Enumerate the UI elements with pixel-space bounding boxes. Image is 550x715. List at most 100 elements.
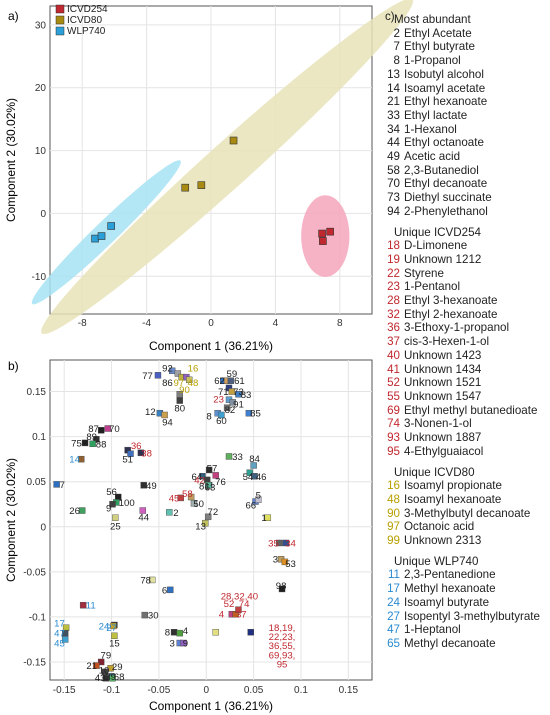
group-title: Most abundant	[394, 13, 471, 26]
compound-number: 99	[387, 534, 400, 548]
y-tick-label: 0	[40, 209, 46, 220]
point-label-78: 78	[140, 575, 151, 586]
point-44	[139, 507, 147, 514]
point-label-54: 54	[243, 472, 254, 483]
point-83	[235, 391, 242, 398]
point-91	[229, 399, 236, 406]
point-51	[127, 450, 134, 457]
confidence-ellipse-wlp740	[31, 160, 181, 305]
point-14	[78, 455, 85, 463]
compound-row: 11 2,3-Pentanedione	[380, 568, 548, 582]
point-label-45: 45	[54, 639, 65, 650]
compound-name: Ethyl methyl butanedioate	[404, 403, 538, 417]
point-label-48: 48	[188, 378, 199, 389]
compound-number: 69	[387, 403, 400, 417]
point-label-4: 4	[219, 610, 225, 621]
y-tick-label: 0	[40, 522, 46, 533]
annotation-label: 28,32,40	[221, 592, 258, 603]
point-label-75: 75	[71, 438, 82, 449]
compound-row: 37 cis-3-Hexen-1-ol	[380, 335, 548, 349]
point-label-97: 97	[173, 378, 184, 389]
group-title: Unique ICVD80	[394, 465, 475, 479]
point-label-66: 66	[245, 501, 256, 512]
point-label-39: 39	[105, 672, 116, 683]
compound-number: 90	[387, 506, 400, 520]
compound-name: Ethyl butyrate	[404, 40, 475, 54]
panel-a-tick-labels: -8 -4 0 4 8 -10 0 10 20 30	[32, 20, 343, 329]
compound-number: 65	[387, 636, 400, 650]
compound-row: 69 Ethyl methyl butanedioate	[380, 404, 548, 418]
point-wlp740	[91, 234, 99, 243]
compound-name: Unknown 1887	[404, 431, 482, 445]
compound-name: 2-Phenylethanol	[404, 204, 488, 218]
point-13	[202, 519, 209, 527]
point-82	[223, 404, 231, 411]
compound-name: 2,3-Pentanedione	[404, 568, 496, 582]
point-label-25: 25	[110, 521, 121, 532]
compound-number: 17	[387, 582, 400, 596]
point-72	[204, 513, 212, 521]
compound-name: Isoamyl hexanoate	[404, 492, 502, 506]
y-tick-label: 0.15	[27, 387, 47, 398]
point-label-74: 74	[239, 599, 250, 610]
compound-row: 14 Isoamyl acetate	[380, 82, 548, 96]
point-label-71: 71	[218, 387, 229, 398]
point-35	[275, 539, 283, 547]
legend-label-icvd80: ICVD80	[67, 15, 102, 26]
compound-name: D-Limonene	[404, 239, 468, 253]
x-tick-label: -0.15	[53, 685, 76, 696]
point-50	[190, 500, 198, 507]
panel-a-label: a)	[8, 9, 19, 23]
compound-number: 41	[387, 362, 400, 376]
compound-row: 22 Styrene	[380, 267, 548, 281]
point-4	[176, 629, 183, 637]
point-6	[167, 586, 174, 594]
compound-row: 58 2,3-Butanediol	[380, 164, 548, 178]
x-tick-label: -8	[78, 318, 87, 329]
point-21	[93, 662, 100, 669]
compound-number: 93	[387, 431, 400, 445]
compound-name: 3-Ethoxy-1-propanol	[404, 321, 510, 335]
point-label-90: 90	[179, 385, 190, 396]
compound-number: 27	[387, 609, 400, 623]
compound-number: 16	[387, 479, 400, 493]
point-47	[61, 629, 69, 637]
compound-row: 23 1-Pentanol	[380, 280, 548, 294]
compound-number: 70	[387, 177, 400, 191]
compound-row: 17 Methyl hexanoate	[380, 582, 548, 596]
compound-number: 49	[387, 150, 400, 164]
compound-row: 73 Diethyl succinate	[380, 191, 548, 205]
compound-name: 3-Methylbutyl decanoate	[404, 506, 531, 520]
compound-number: 73	[387, 191, 400, 205]
point-label-21: 21	[86, 661, 97, 672]
compound-row: 49 Acetic acid	[380, 150, 548, 164]
point-label-84: 84	[249, 454, 260, 465]
point-label-79: 79	[101, 650, 112, 661]
point-30	[141, 611, 148, 619]
point-label-27: 27	[106, 623, 117, 634]
point-label-87: 87	[88, 424, 99, 435]
legend-swatch-icvd80	[55, 15, 65, 25]
point-54	[246, 469, 254, 476]
compound-name: Ethyl Acetate	[404, 26, 472, 40]
point-label-58: 58	[182, 489, 193, 500]
point-89	[93, 436, 100, 443]
y-tick-label: -0.15	[23, 657, 46, 668]
point-label-77: 77	[142, 371, 153, 382]
compound-number: 23	[387, 280, 400, 294]
panel-c-label: c)	[385, 10, 395, 23]
compound-number: 55	[387, 389, 400, 403]
point-77	[154, 372, 162, 379]
compound-name: Unknown 1212	[404, 252, 482, 266]
point-label-43: 43	[95, 673, 106, 684]
compound-row: 70 Ethyl decanoate	[380, 177, 548, 191]
compound-row: 8 1-Propanol	[380, 54, 548, 68]
point-label-11: 11	[86, 601, 96, 612]
legend-label-icvd254: ICVD254	[67, 4, 108, 15]
compound-number: 95	[387, 444, 400, 458]
legend-swatch-wlp740	[55, 26, 65, 36]
point-label-44: 44	[138, 512, 149, 523]
compound-row: 93 Unknown 1887	[380, 431, 548, 445]
point-label-50: 50	[193, 499, 204, 510]
